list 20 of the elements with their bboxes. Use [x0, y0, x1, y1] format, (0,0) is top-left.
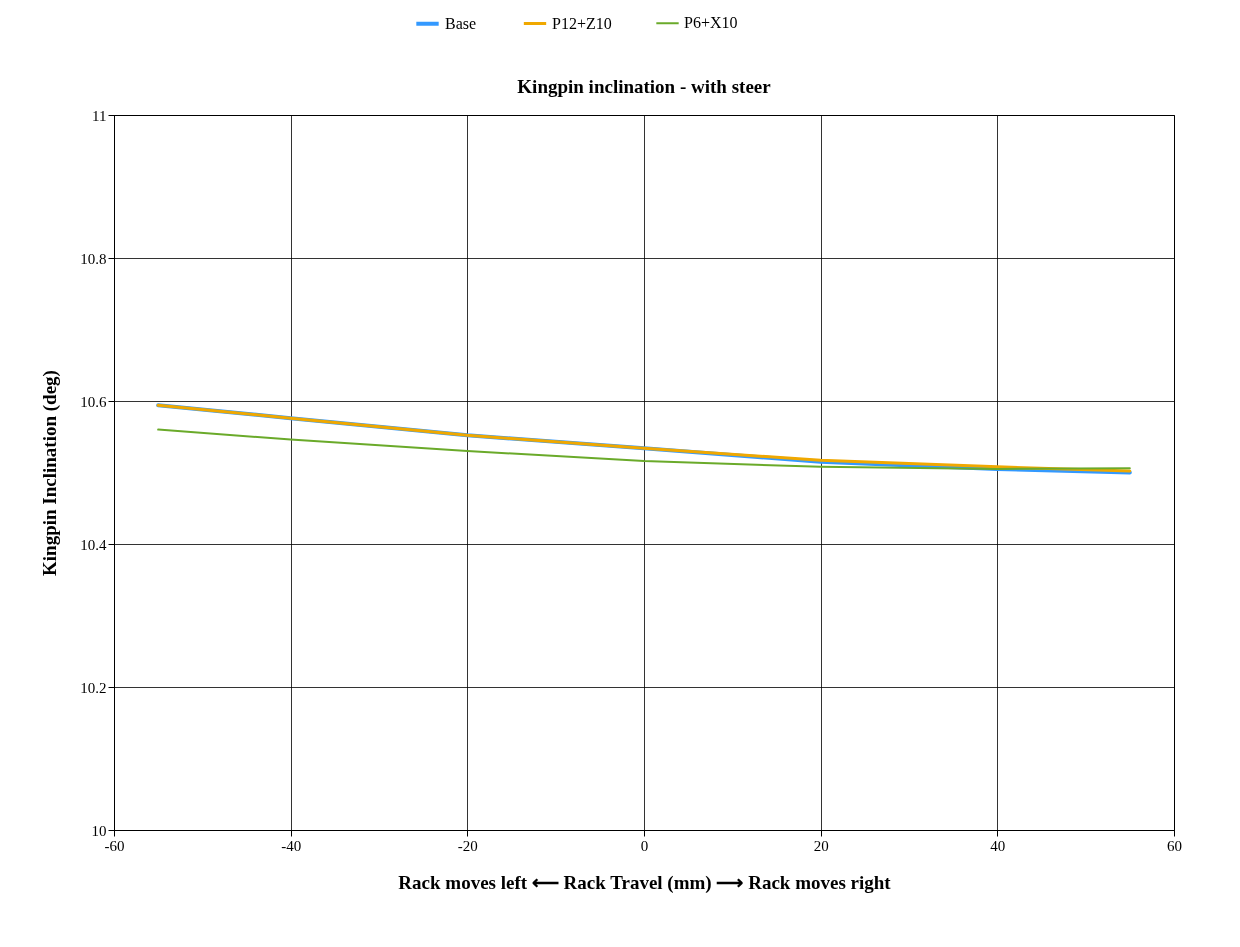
- line-series: [157, 428, 1131, 470]
- legend-label: P12+Z10: [552, 14, 612, 32]
- legend-label: P6+X10: [684, 14, 738, 32]
- y-tick-label: 11: [92, 107, 107, 124]
- y-axis-title: Kingpin Inclination (deg): [39, 370, 62, 576]
- y-tick-label: 10.8: [80, 250, 107, 267]
- x-tick-label: 20: [813, 837, 829, 854]
- x-tick-label: -20: [457, 837, 478, 854]
- x-tick-label: -60: [104, 837, 125, 854]
- legend-label: Base: [445, 14, 477, 32]
- x-tick-label: -40: [281, 837, 302, 854]
- y-tick-label: 10.2: [80, 679, 107, 696]
- chart-title: Kingpin inclination - with steer: [517, 76, 772, 97]
- x-axis-title: Rack moves left ⟵ Rack Travel (mm) ⟶ Rack moves right: [398, 871, 892, 894]
- x-tick-label: 60: [1167, 837, 1182, 854]
- x-tick-label: 0: [640, 837, 649, 854]
- y-tick-label: 10.4: [80, 536, 107, 553]
- y-tick-label: 10: [91, 822, 107, 839]
- y-tick-label: 10.6: [80, 393, 107, 410]
- x-tick-label: 40: [990, 837, 1006, 854]
